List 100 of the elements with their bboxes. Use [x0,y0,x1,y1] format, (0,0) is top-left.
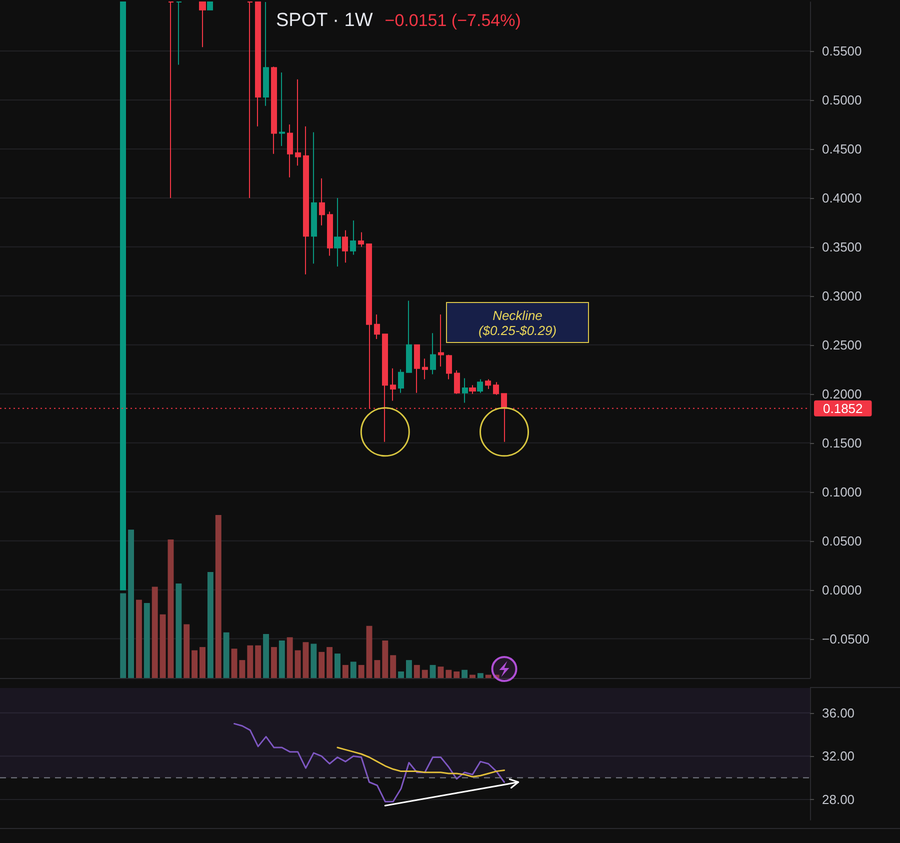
candlestick [414,344,420,394]
candlestick [247,2,253,198]
bar [160,614,166,678]
y-tick-label: 0.4000 [822,190,862,206]
bar [350,662,356,678]
bar [270,647,277,678]
candlestick [263,2,269,106]
bar [302,642,309,678]
candlestick [334,197,341,268]
y-tick-label: 32.00 [822,748,855,764]
candlestick [454,370,460,394]
candlestick [342,230,348,264]
bar [278,640,285,678]
y-tick-label: 0.0000 [822,582,862,598]
y-tick-label: 0.5500 [822,43,862,58]
candlestick [350,220,356,256]
bar [477,673,484,678]
bar [326,647,333,678]
candlestick [295,78,301,166]
candlestick [271,66,277,154]
bar [374,660,380,678]
candlestick [462,378,468,404]
bar [247,645,254,678]
bar [454,671,460,678]
candlestick [493,382,499,396]
bar [215,515,222,678]
candlestick [374,314,380,340]
bar [485,674,492,678]
bar [358,664,364,678]
text: −0.0151 (−7.54%) [384,11,521,30]
bar [176,583,182,678]
candlestick [319,178,325,226]
y-tick-label: 0.1000 [822,484,862,500]
bar [294,650,301,678]
y-tick-label: 28.00 [822,792,855,807]
line-series [234,722,506,802]
candlestick [311,132,317,264]
line-series [336,746,506,778]
y-tick-label: 0.0500 [822,533,862,548]
y-tick-label: 0.1500 [822,435,862,450]
candlestick [406,300,412,373]
bar [462,670,468,678]
bar [207,572,214,678]
bar [366,626,372,678]
candlestick [255,2,261,127]
y-tick-label: 0.2500 [822,337,862,352]
bar [318,652,325,678]
bar [120,593,126,678]
candlestick [422,358,428,380]
bar [200,647,206,678]
bar [382,640,388,678]
y-tick-label: 0.3000 [822,288,862,304]
candlestick [279,72,285,147]
candlestick [303,126,309,275]
y-tick-label: 0.5000 [822,92,862,108]
bar [422,670,428,678]
candlestick [168,2,174,198]
bar [406,660,412,678]
note-box: Neckline ($0.25-$0.29) [446,302,589,343]
y-tick-label: 0.4500 [822,141,862,156]
candlestick [398,368,404,394]
bar [168,539,174,678]
bar [438,666,444,678]
bar [152,586,158,678]
candlestick [199,2,206,48]
candlestick [287,124,293,178]
candlestick [438,314,444,367]
bar [430,664,436,678]
candlestick [477,378,483,394]
bar [334,654,340,678]
candlestick [207,2,213,10]
y-tick-label: 36.00 [822,705,855,720]
y-tick-label: 0.3500 [822,239,862,254]
bar [310,644,317,678]
candlestick [327,211,333,256]
bar [390,655,396,678]
bar [398,671,404,678]
y-tick-label: 0.2000 [822,386,862,402]
candlestick [430,332,436,375]
bar [239,660,246,678]
bar [231,648,238,678]
candlestick [176,2,182,66]
bar [263,634,270,678]
candlestick [390,368,396,402]
bar [192,650,198,678]
bar [128,530,134,678]
bar [470,674,476,678]
candlestick [485,378,491,390]
bar [342,664,348,678]
chart-title: SPOT · 1W [276,10,373,31]
bar [255,645,262,678]
bar [144,603,150,678]
candlestick [358,232,364,248]
bar [286,637,293,678]
bar [446,670,452,678]
bar [136,600,142,678]
bar [493,674,500,678]
bar [414,664,420,678]
bar [223,632,230,678]
candlestick [446,354,452,380]
